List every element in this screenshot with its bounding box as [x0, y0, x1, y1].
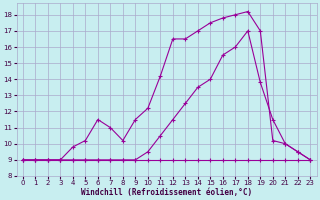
X-axis label: Windchill (Refroidissement éolien,°C): Windchill (Refroidissement éolien,°C): [81, 188, 252, 197]
